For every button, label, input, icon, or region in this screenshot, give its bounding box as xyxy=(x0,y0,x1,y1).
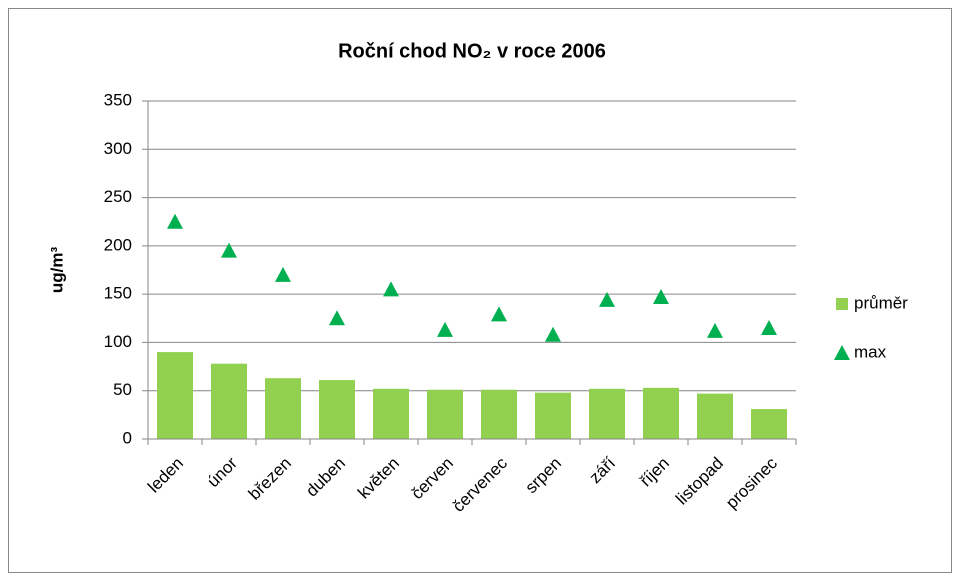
legend-swatch xyxy=(836,298,848,310)
y-tick-label: 250 xyxy=(104,187,132,206)
marker xyxy=(653,289,669,305)
marker xyxy=(221,242,237,258)
bar xyxy=(265,378,301,439)
marker xyxy=(761,319,777,335)
y-tick-label: 150 xyxy=(104,284,132,303)
bar xyxy=(157,352,193,439)
bar xyxy=(373,388,409,439)
marker xyxy=(599,291,615,307)
bar xyxy=(211,363,247,439)
y-tick-label: 300 xyxy=(104,139,132,158)
marker xyxy=(707,322,723,338)
bar xyxy=(319,380,355,439)
y-tick-label: 50 xyxy=(113,380,132,399)
marker xyxy=(167,213,183,229)
bar xyxy=(481,389,517,439)
marker xyxy=(383,281,399,297)
bar xyxy=(535,392,571,439)
bar xyxy=(697,393,733,439)
legend-label: max xyxy=(854,342,887,361)
marker xyxy=(437,321,453,337)
y-tick-label: 100 xyxy=(104,332,132,351)
y-tick-label: 200 xyxy=(104,235,132,254)
chart-title: Roční chod NO₂ v roce 2006 xyxy=(338,40,606,62)
y-tick-label: 0 xyxy=(123,428,132,447)
marker xyxy=(329,310,345,326)
bar xyxy=(427,389,463,439)
bar xyxy=(589,388,625,439)
marker xyxy=(275,266,291,282)
legend-label: průměr xyxy=(854,293,908,312)
marker xyxy=(545,326,561,342)
chart-border xyxy=(8,8,952,573)
bar xyxy=(643,387,679,439)
y-tick-label: 350 xyxy=(104,90,132,109)
y-axis-label: ug/m³ xyxy=(47,247,66,294)
marker xyxy=(491,306,507,322)
legend-swatch xyxy=(834,345,850,360)
bar xyxy=(751,409,787,439)
